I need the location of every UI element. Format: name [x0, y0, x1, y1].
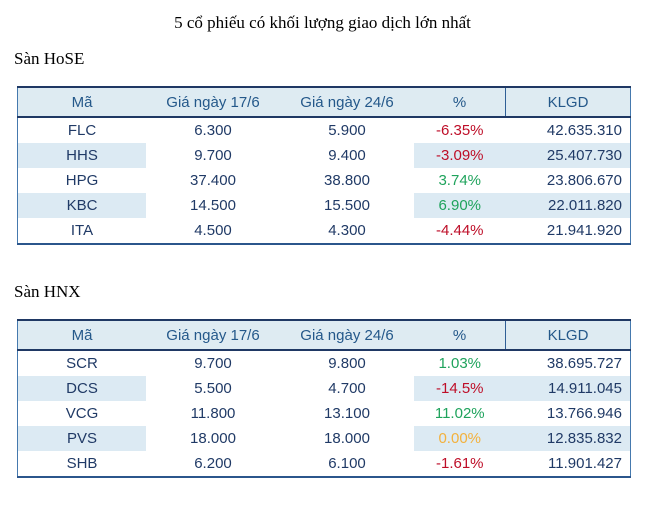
- price-17-6-cell: 6.200: [194, 455, 232, 472]
- table-row: ITA 4.500 4.300 -4.44% 21.941.920: [18, 218, 631, 244]
- stock-code-cell: HPG: [65, 172, 99, 189]
- stock-code-cell: DCS: [17, 376, 146, 401]
- price-24-6-cell: 13.100: [324, 405, 370, 422]
- col-header-code: Mã: [17, 320, 146, 350]
- pct-change-cell: -14.5%: [414, 376, 506, 401]
- pct-change-cell: 6.90%: [414, 193, 506, 218]
- price-17-6-cell: 9.700: [194, 355, 232, 372]
- klgd-cell: 42.635.310: [546, 122, 622, 139]
- hnx-header-row: Mã Giá ngày 17/6 Giá ngày 24/6 % KLGD: [17, 320, 631, 350]
- hose-header-row: Mã Giá ngày 17/6 Giá ngày 24/6 % KLGD: [17, 87, 631, 117]
- price-17-6-cell: 18.000: [190, 430, 236, 447]
- klgd-cell: 11.901.427: [548, 455, 622, 472]
- price-24-6-cell: 4.300: [328, 222, 366, 239]
- stock-code-cell: PVS: [17, 426, 146, 451]
- price-24-6-cell: 5.900: [328, 122, 366, 139]
- table-row: SCR 9.700 9.800 1.03% 38.695.727: [18, 350, 631, 376]
- price-24-6-cell: 6.100: [328, 455, 366, 472]
- klgd-cell: 25.407.730: [505, 143, 631, 168]
- table-row: HPG 37.400 38.800 3.74% 23.806.670: [18, 168, 631, 193]
- hose-table-body: FLC 6.300 5.900 -6.35% 42.635.310 HHS 9.700 9.4…: [17, 117, 631, 244]
- klgd-cell: 21.941.920: [546, 222, 622, 239]
- price-17-6-cell: 5.500: [194, 380, 232, 397]
- price-17-6-cell: 4.500: [194, 222, 232, 239]
- table-row: FLC 6.300 5.900 -6.35% 42.635.310: [18, 117, 631, 143]
- hnx-table: Mã Giá ngày 17/6 Giá ngày 24/6 % KLGD SC…: [17, 319, 631, 478]
- col-header-klgd: KLGD: [505, 320, 631, 350]
- stock-code-cell: HHS: [17, 143, 146, 168]
- col-header-code: Mã: [17, 87, 146, 117]
- price-24-6-cell: 18.000: [324, 430, 370, 447]
- pct-change-cell: 11.02%: [434, 405, 485, 422]
- section-label-hnx: Sàn HNX: [14, 282, 81, 301]
- table-row: KBC 14.500 15.500 6.90% 22.011.820: [17, 193, 631, 218]
- klgd-cell: 23.806.670: [546, 172, 622, 189]
- pct-change-cell: 3.74%: [438, 172, 482, 189]
- price-17-6-cell: 37.400: [190, 172, 236, 189]
- klgd-cell: 12.835.832: [505, 426, 631, 451]
- col-header-klgd: KLGD: [505, 87, 631, 117]
- price-24-6-cell: 38.800: [324, 172, 370, 189]
- hnx-section: Sàn HNX Mã Giá ngày 17/6 Giá ngày 24/6 %…: [0, 282, 645, 478]
- price-17-6-cell: 9.700: [194, 147, 232, 164]
- pct-change-cell: -6.35%: [435, 122, 484, 139]
- price-17-6-cell: 11.800: [190, 405, 236, 422]
- hose-section: Sàn HoSE Mã Giá ngày 17/6 Giá ngày 24/6 …: [0, 49, 645, 245]
- pct-change-cell: -3.09%: [414, 143, 506, 168]
- klgd-cell: 22.011.820: [505, 193, 631, 218]
- pct-change-cell: -1.61%: [435, 455, 484, 472]
- stock-code-cell: SCR: [66, 355, 98, 372]
- stock-code-cell: ITA: [70, 222, 94, 239]
- price-24-6-cell: 9.400: [328, 147, 366, 164]
- klgd-cell: 38.695.727: [546, 355, 622, 372]
- klgd-cell: 13.766.946: [546, 405, 622, 422]
- table-row: SHB 6.200 6.100 -1.61% 11.901.427: [18, 451, 631, 477]
- col-header-price-24-6: Giá ngày 24/6: [280, 320, 414, 350]
- price-24-6-cell: 9.800: [328, 355, 366, 372]
- col-header-price-17-6: Giá ngày 17/6: [146, 320, 280, 350]
- stock-code-cell: KBC: [17, 193, 146, 218]
- pct-change-cell: 0.00%: [414, 426, 506, 451]
- price-24-6-cell: 4.700: [328, 380, 366, 397]
- price-17-6-cell: 14.500: [190, 197, 236, 214]
- pct-change-cell: 1.03%: [438, 355, 482, 372]
- col-header-pct: %: [414, 87, 506, 117]
- pct-change-cell: -4.44%: [435, 222, 484, 239]
- price-17-6-cell: 6.300: [194, 122, 232, 139]
- table-row: DCS 5.500 4.700 -14.5% 14.911.045: [17, 376, 631, 401]
- col-header-pct: %: [414, 320, 506, 350]
- table-row: HHS 9.700 9.400 -3.09% 25.407.730: [17, 143, 631, 168]
- stock-code-cell: SHB: [66, 455, 98, 472]
- table-row: VCG 11.800 13.100 11.02% 13.766.946: [18, 401, 631, 426]
- page-title: 5 cổ phiếu có khối lượng giao dịch lớn n…: [174, 13, 471, 32]
- stock-code-cell: VCG: [65, 405, 99, 422]
- stock-code-cell: FLC: [67, 122, 97, 139]
- col-header-price-17-6: Giá ngày 17/6: [146, 87, 280, 117]
- price-24-6-cell: 15.500: [324, 197, 370, 214]
- section-label-hose: Sàn HoSE: [14, 49, 85, 68]
- hnx-table-body: SCR 9.700 9.800 1.03% 38.695.727 DCS 5.500 4.70…: [17, 350, 631, 477]
- table-row: PVS 18.000 18.000 0.00% 12.835.832: [17, 426, 631, 451]
- col-header-price-24-6: Giá ngày 24/6: [280, 87, 414, 117]
- hose-table: Mã Giá ngày 17/6 Giá ngày 24/6 % KLGD FL…: [17, 86, 631, 245]
- klgd-cell: 14.911.045: [505, 376, 631, 401]
